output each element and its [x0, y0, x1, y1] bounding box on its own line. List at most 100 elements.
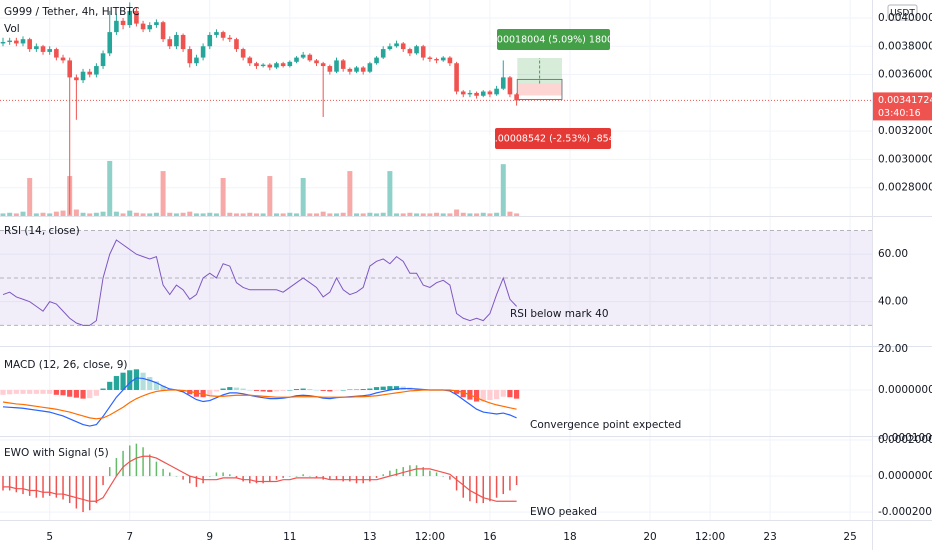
candle-body — [27, 39, 32, 50]
volume-bar — [400, 213, 406, 216]
volume-bar — [200, 213, 206, 216]
histogram-bar — [13, 389, 19, 394]
x-tick-label: 7 — [126, 531, 133, 543]
candle-body — [100, 53, 106, 67]
ewo-bar — [295, 476, 298, 477]
price-tag-value: 0.00341724 — [878, 95, 932, 106]
volume-bar — [207, 212, 213, 216]
histogram-bar — [213, 389, 220, 392]
histogram-bar — [233, 387, 240, 390]
candle-body — [160, 22, 166, 40]
ewo-bar — [415, 465, 418, 477]
candle-body — [307, 54, 313, 61]
ewo-bar — [275, 476, 278, 480]
ewo-bar — [449, 476, 451, 480]
ewo-bar — [15, 476, 18, 493]
histogram-bar — [320, 389, 326, 391]
candle-body — [387, 46, 393, 50]
histogram-bar — [373, 387, 380, 390]
line — [2, 239, 517, 326]
histogram-bar — [100, 388, 106, 390]
volume-bar — [460, 212, 466, 216]
volume-bar — [354, 213, 360, 216]
candle-body — [480, 91, 486, 96]
ewo-bar — [402, 467, 404, 477]
line — [2, 389, 517, 420]
currency-box[interactable] — [887, 4, 918, 21]
histogram-bar — [120, 372, 126, 390]
histogram-bar — [313, 389, 320, 391]
histogram-bar — [67, 389, 73, 397]
volume-bar — [260, 213, 266, 216]
currency[interactable]: USDT — [890, 9, 915, 19]
histogram-bar — [387, 386, 393, 390]
candle-body — [67, 60, 73, 78]
ewo-bar — [309, 476, 311, 477]
candle-body — [394, 43, 399, 47]
volume-bar — [253, 213, 259, 216]
volume-bar — [293, 213, 299, 216]
x-tick-label: 23 — [763, 531, 776, 543]
ewo-bar — [389, 470, 391, 477]
histogram-bar — [227, 387, 233, 390]
volume-bar — [233, 213, 239, 216]
histogram-bar — [487, 389, 493, 401]
y-tick-label: 0.00000000 — [878, 384, 932, 396]
volume-bar — [394, 213, 400, 216]
volume-bar — [80, 212, 86, 216]
volume-bar — [87, 213, 93, 216]
y-tick-label: 0.00280000 — [878, 182, 932, 194]
volume-bar — [180, 212, 186, 216]
volume-bar — [387, 171, 393, 216]
histogram-bar — [300, 388, 306, 390]
ewo-bar — [349, 476, 351, 482]
candle-body — [0, 42, 6, 44]
candle-body — [340, 60, 346, 69]
candle-body — [40, 46, 46, 52]
volume-bar — [47, 213, 53, 216]
histogram-bar — [287, 389, 293, 391]
ewo-bar — [68, 476, 71, 504]
ewo-bar — [155, 461, 158, 477]
candle-body — [280, 63, 286, 67]
volume-bar — [187, 211, 193, 216]
ewo-bar — [229, 474, 231, 477]
ewo-bar — [429, 470, 431, 477]
ewo-bar — [135, 443, 138, 477]
pane-title: RSI (14, close) — [4, 225, 80, 237]
volume-bar — [20, 211, 26, 216]
volume-bar — [33, 213, 39, 216]
ewo-bar — [62, 476, 64, 500]
ewo-bar — [169, 472, 171, 477]
volume-bar — [374, 213, 380, 216]
volume-bar — [100, 211, 106, 216]
volume-bar — [407, 212, 413, 216]
candle-body — [467, 92, 473, 95]
volume-bar — [320, 211, 326, 216]
ewo-bar — [175, 476, 178, 477]
annotation: EWO peaked — [530, 506, 597, 518]
annotation: Convergence point expected — [530, 419, 681, 431]
candle-body — [434, 58, 439, 61]
histogram-bar — [187, 389, 193, 395]
volume-bar — [273, 213, 279, 216]
ewo-bar — [8, 476, 11, 491]
histogram-bar — [27, 389, 33, 394]
y-tick-label: 40.00 — [878, 296, 908, 308]
histogram-bar — [360, 389, 366, 390]
candle-body — [174, 34, 179, 47]
histogram-bar — [514, 389, 520, 399]
ewo-bar — [442, 476, 444, 477]
ewo-bar — [182, 476, 184, 480]
histogram-bar — [340, 389, 346, 391]
volume-bar — [367, 212, 373, 216]
volume-bar — [153, 212, 159, 216]
volume-bar — [193, 213, 199, 216]
candle-body — [254, 63, 259, 67]
ewo-bar — [209, 476, 211, 477]
candle-body — [327, 66, 333, 72]
volume-bar — [380, 212, 386, 216]
volume-bar — [247, 212, 253, 216]
